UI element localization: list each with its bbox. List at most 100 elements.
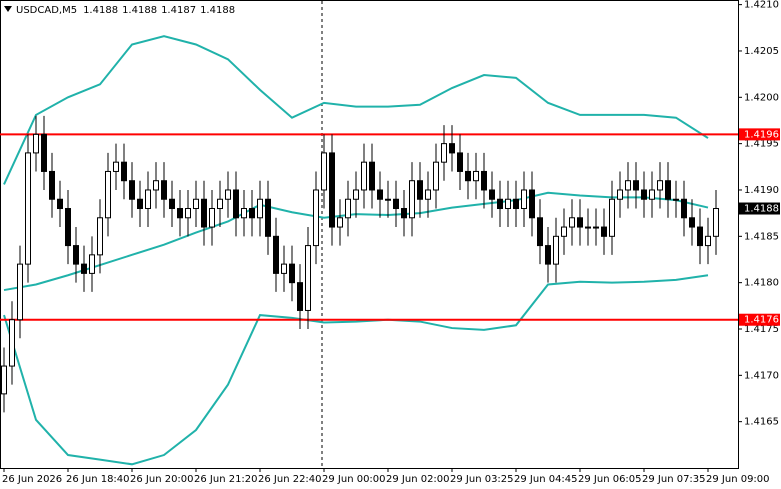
candle-body [193,198,199,210]
candle-body [57,198,63,210]
candle-body [1,365,7,395]
candle-body [617,189,623,200]
x-tick-label: 29 Jun 03:25 [450,474,514,485]
candle-body [33,133,39,154]
y-tick-label: 1.4210 [744,0,779,11]
x-tick-label: 26 Jun 22:40 [258,474,322,485]
candle-body [273,235,279,274]
x-tick-label: 26 Jun 18:40 [66,474,130,485]
y-tick-label: 1.4165 [744,417,779,428]
candle-body [521,189,527,210]
y-tick-label: 1.4185 [744,231,779,242]
candle-body [505,198,511,210]
candle-body [73,245,79,265]
candle-body [121,161,127,182]
candle-body [425,189,431,200]
candle-body [577,217,583,228]
candle-body [561,226,567,237]
x-tick-label: 29 Jun 02:00 [386,474,450,485]
candle-body [681,198,687,219]
candle-body [185,208,191,219]
candle-body [713,208,719,237]
candle-body [81,263,87,274]
candle-body [225,189,231,200]
candle-body [449,143,455,154]
candle-body [697,226,703,247]
candle-body [233,189,239,219]
candle-body [353,189,359,200]
y-tick-label: 1.4205 [744,46,779,57]
candle-body [9,319,15,367]
candle-body [217,198,223,210]
plot-frame [0,0,739,469]
candle-body [481,170,487,191]
candle-body [385,198,391,201]
candle-body [257,198,263,219]
x-tick-label: 29 Jun 04:45 [514,474,578,485]
candle-body [281,263,287,274]
candle-body [529,189,535,219]
y-tick-label: 1.4175 [744,324,779,335]
x-tick-label: 26 Jun 2026 [2,474,62,485]
candle-body [473,170,479,182]
candle-body [113,161,119,172]
candle-body [25,152,31,265]
candle-body [305,245,311,311]
candle-body [657,180,663,191]
candle-body [497,198,503,210]
header-high: 1.4188 [122,5,157,16]
candle-body [241,208,247,219]
header-open: 1.4188 [83,5,118,16]
candle-body [289,263,295,284]
candle-body [545,245,551,265]
header-close: 1.4188 [200,5,235,16]
candle-body [169,198,175,210]
candle-body [665,180,671,200]
candle-body [457,152,463,172]
candle-body [153,180,159,191]
candle-body [297,282,303,311]
y-tick-label: 1.4200 [744,92,779,103]
candle-body [649,189,655,200]
candle-body [705,235,711,247]
candle-body [177,208,183,219]
candle-body [609,198,615,237]
x-tick-label: 26 Jun 20:00 [130,474,194,485]
candle-body [633,180,639,191]
candle-body [369,161,375,191]
candle-body [17,263,23,321]
candle-body [585,226,591,229]
candle-body [249,208,255,219]
x-tick-label: 29 Jun 07:35 [642,474,706,485]
candle-body [137,198,143,210]
bollinger-band [3,35,709,185]
y-tick-label: 1.4195 [744,139,779,150]
candle-body [345,198,351,219]
current-price-label: 1.4188 [744,204,779,215]
candle-body [593,226,599,229]
candle-body [329,152,335,228]
candle-body [321,152,327,191]
candle-body [393,198,399,210]
bollinger-band [3,274,709,466]
level-label-bg [739,313,780,326]
candle-body [89,254,95,274]
x-tick-label: 29 Jun 06:05 [578,474,642,485]
candle-body [417,180,423,200]
y-tick-label: 1.4180 [744,278,779,289]
level-label: 1.4176 [744,315,779,326]
candle-body [201,198,207,228]
candle-body [361,161,367,191]
candle-body [161,180,167,200]
candle-body [377,189,383,200]
symbol-icon [4,6,12,12]
price-label-bg [739,202,780,215]
candle-body [97,217,103,256]
candle-body [641,189,647,200]
candle-body [401,208,407,219]
candle-body [41,133,47,172]
x-tick-label: 29 Jun 09:00 [706,474,770,485]
candle-body [673,198,679,201]
candle-body [265,198,271,237]
candle-body [553,235,559,265]
